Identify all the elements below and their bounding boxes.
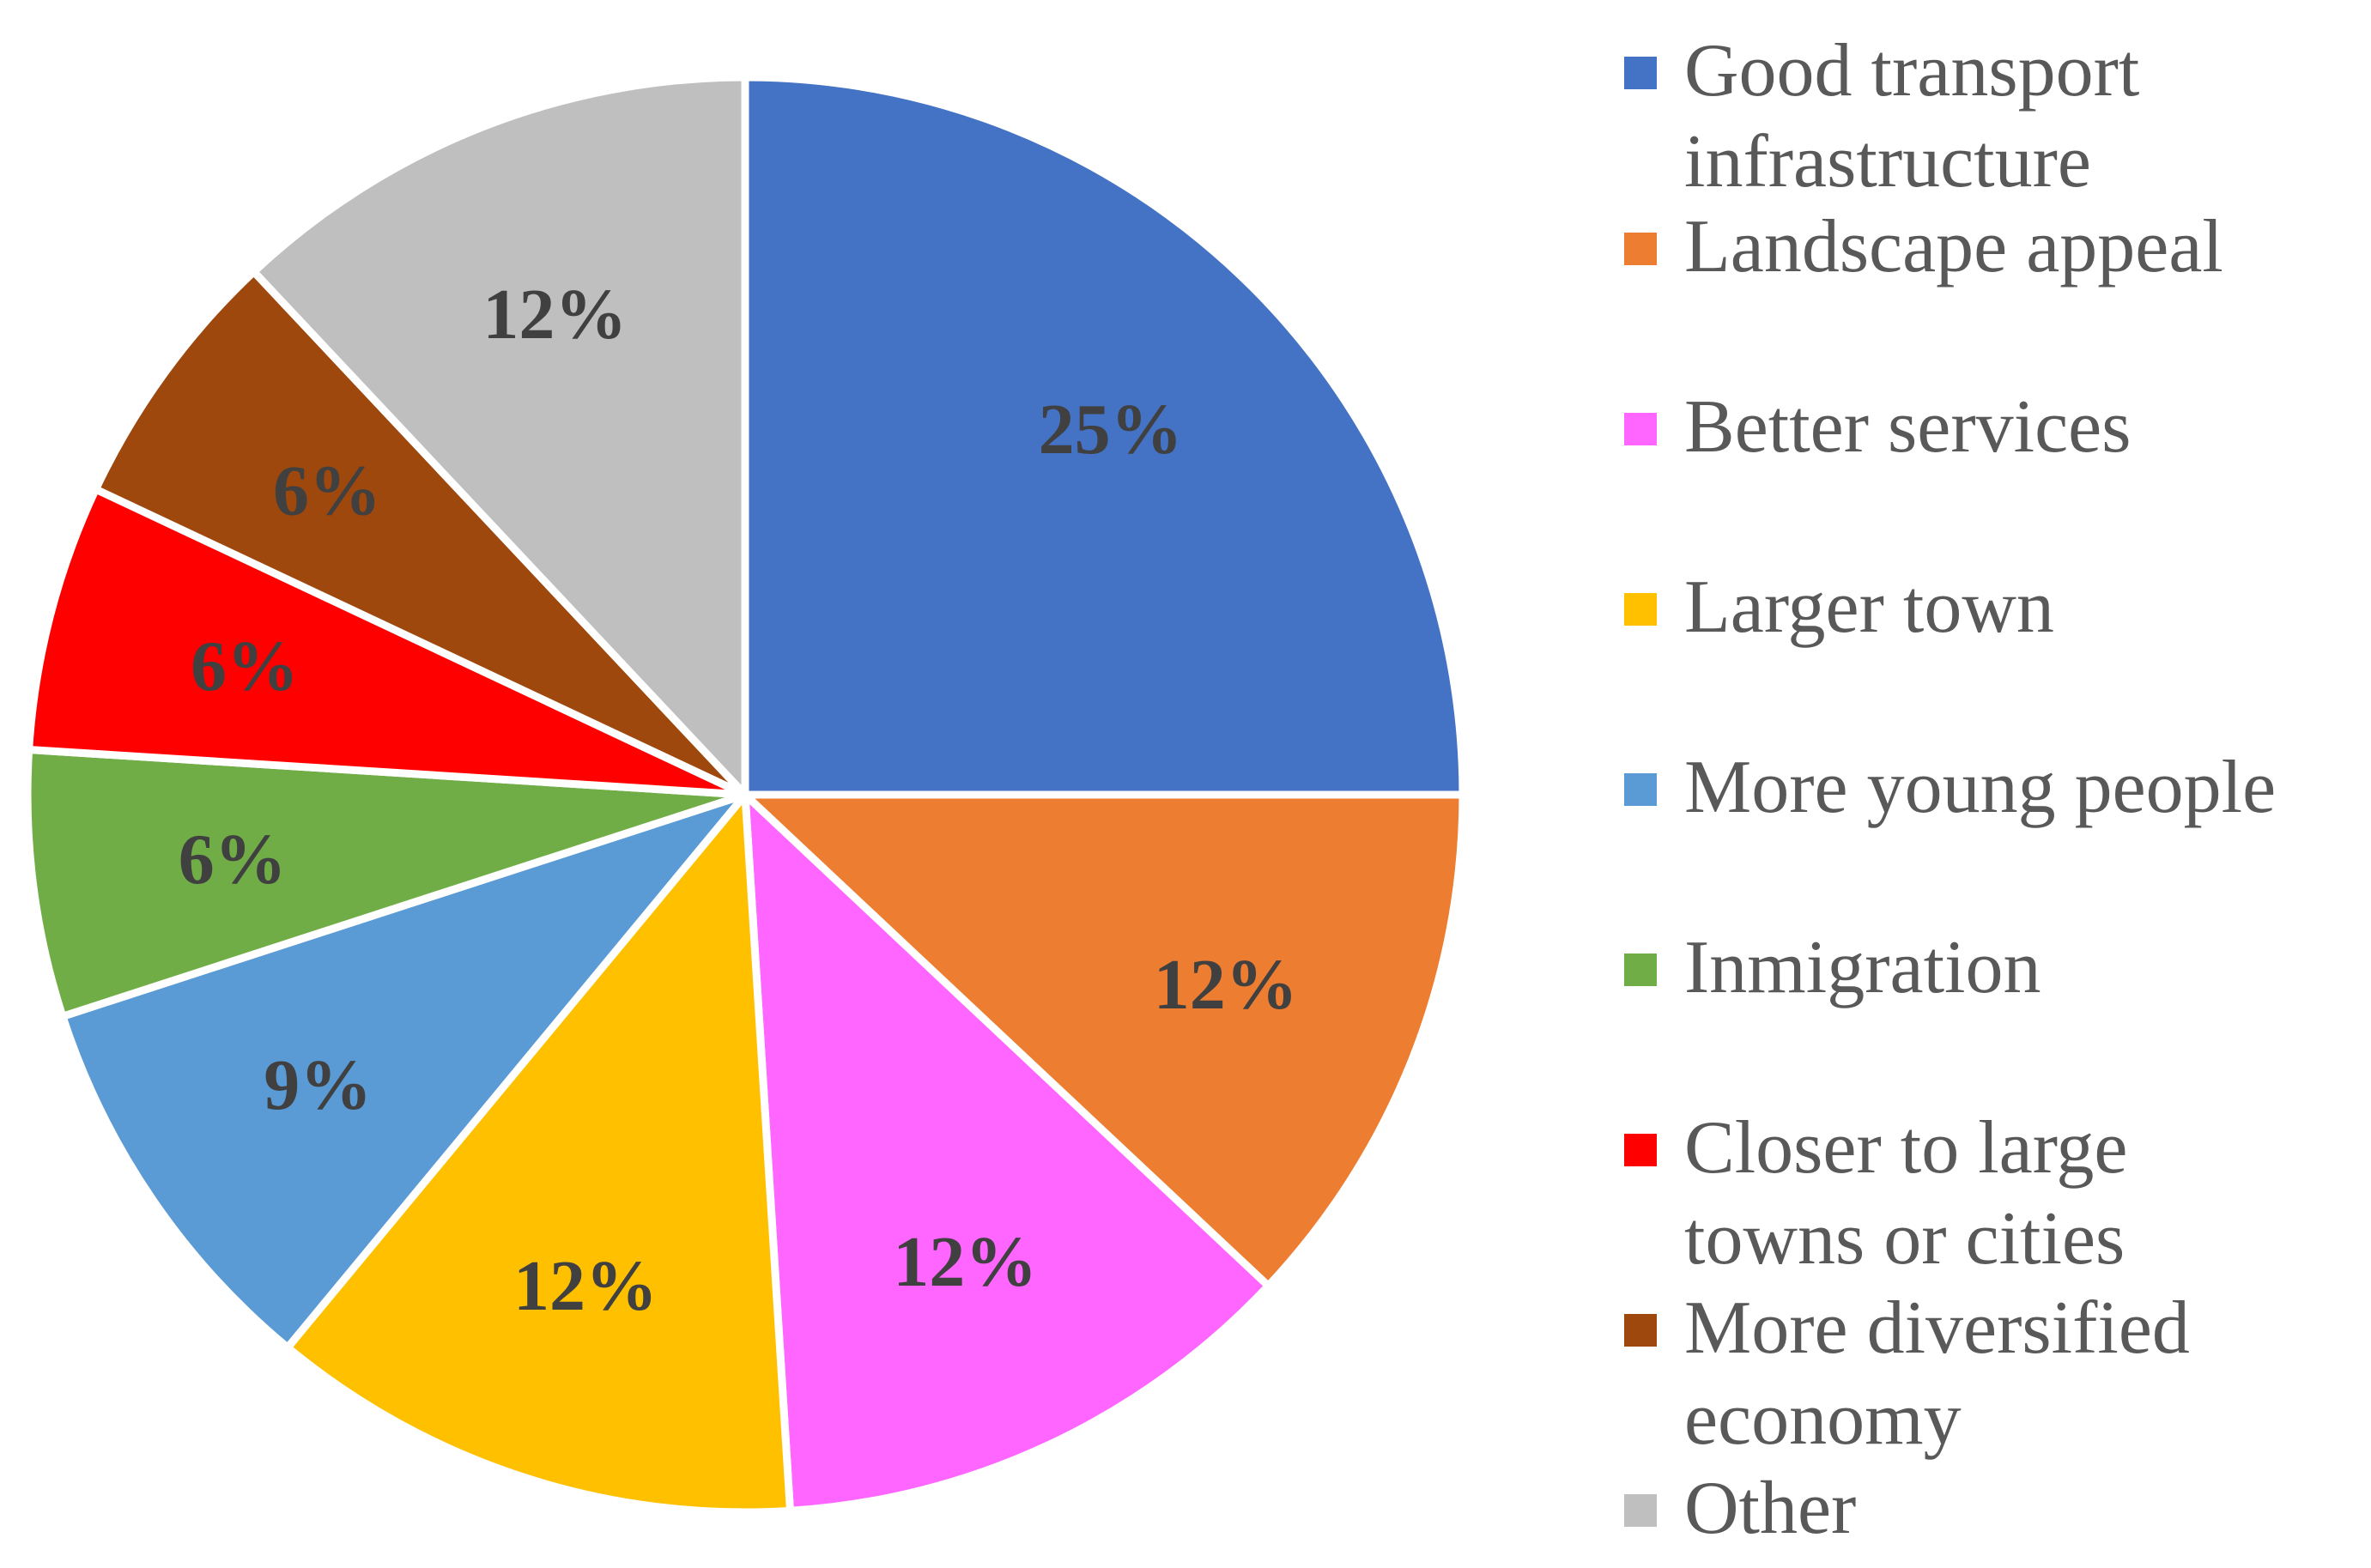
pie-slice-larger-town <box>283 790 794 1517</box>
data-label-closer-to-large-towns-or-cities: 6% <box>191 627 299 706</box>
data-label-larger-town: 12% <box>513 1246 658 1326</box>
data-label-good-transport-infrastructure: 25% <box>1039 390 1183 469</box>
legend-label: Landscape appeal <box>1684 205 2223 288</box>
legend-swatch <box>1624 954 1657 986</box>
data-label-inmigration: 6% <box>179 820 287 899</box>
legend-label: Closer to large towns or cities <box>1684 1106 2128 1280</box>
legend-label: More young people <box>1684 746 2277 829</box>
legend-swatch <box>1624 773 1657 806</box>
data-label-more-young-people: 9% <box>264 1045 372 1125</box>
legend-label: Good transport infrastructure <box>1684 29 2140 203</box>
data-label-more-diversified-economy: 6% <box>273 451 381 531</box>
legend-swatch <box>1624 413 1657 445</box>
pie-slice-more-young-people <box>58 790 749 1352</box>
legend-swatch <box>1624 1314 1657 1347</box>
legend-swatch <box>1624 57 1657 89</box>
pie-slice-other <box>250 73 749 799</box>
pie-data-labels: 25% 12% 12% 12% 9% 6% 6% 6% 12% <box>179 275 1298 1326</box>
pie-slices <box>23 73 1467 1517</box>
legend-swatch <box>1624 1494 1657 1527</box>
legend-label: Better services <box>1684 385 2131 469</box>
pie-slice-landscape-appeal <box>741 790 1467 1290</box>
legend-label: Other <box>1684 1467 1857 1550</box>
legend-label: More diversified economy <box>1684 1286 2190 1461</box>
pie-slice-more-diversified-economy <box>92 268 749 799</box>
legend-swatch <box>1624 233 1657 265</box>
pie-slice-better-services <box>741 790 1272 1515</box>
legend-label: Larger town <box>1684 566 2054 649</box>
data-label-other: 12% <box>482 275 627 354</box>
data-label-landscape-appeal: 12% <box>1154 945 1298 1025</box>
pie-slice-closer-to-large-towns-or-cities <box>25 485 749 799</box>
pie-slice-good-transport-infrastructure <box>741 73 1467 799</box>
legend-label: Inmigration <box>1684 926 2041 1009</box>
legend-swatch <box>1624 593 1657 626</box>
pie-slice-inmigration <box>23 746 749 1020</box>
legend-swatch <box>1624 1134 1657 1166</box>
data-label-better-services: 12% <box>893 1222 1037 1302</box>
